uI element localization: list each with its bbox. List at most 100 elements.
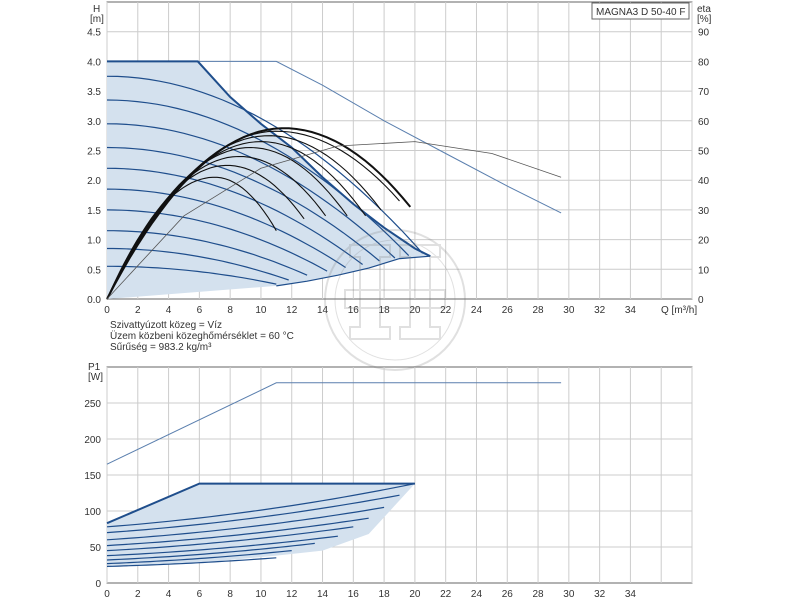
- x-tick-label: 4: [166, 305, 172, 316]
- x-tick-label: 20: [409, 589, 421, 600]
- x-tick-label: 26: [502, 305, 514, 316]
- head-axis-unit: [m]: [90, 14, 104, 25]
- eta-axis-label: eta: [697, 4, 711, 15]
- x-tick-label: 4: [166, 589, 172, 600]
- x-tick-label: 30: [563, 305, 575, 316]
- power-curve-8: [106, 550, 292, 565]
- efficiency-curve-4: [106, 141, 367, 300]
- efficiency-curves: [106, 127, 562, 300]
- y-tick-label: 4.0: [87, 57, 101, 68]
- x-tick-label: 0: [104, 589, 110, 600]
- power-curve-1: [106, 483, 416, 528]
- power-x-tick-labels: 0 2 4 6 8 10 12 14 16 18 20 22 24 26 28 30 32 34: [104, 589, 636, 600]
- power-chart: 0 2 4 6 8 10 12 14 16 18 20 22 24 26 28 30 32 34 05010015…: [84, 362, 693, 600]
- x-tick-label: 2: [135, 589, 141, 600]
- efficiency-curve-max-speed: [106, 141, 562, 300]
- x-tick-label: 24: [471, 589, 483, 600]
- x-tick-label: 22: [440, 589, 452, 600]
- x-tick-label: 6: [197, 589, 203, 600]
- x-tick-label: 34: [625, 305, 637, 316]
- x-tick-label: 2: [135, 305, 141, 316]
- max-head-curve: [107, 60, 431, 258]
- speed-curve-7: [106, 209, 328, 272]
- max-power-line: [106, 382, 562, 465]
- operating-area-fill: [107, 61, 431, 300]
- y-tick-label: 2.5: [87, 147, 101, 158]
- power-curve-7: [106, 542, 315, 561]
- x-tick-label: 28: [532, 589, 544, 600]
- eta-tick-label: 30: [698, 206, 710, 217]
- speed-curve-5: [106, 167, 363, 265]
- x-tick-label: 10: [255, 589, 267, 600]
- fluid-info-medium: Szivattyúzott közeg = Víz: [110, 320, 222, 331]
- efficiency-curve-8: [106, 176, 277, 300]
- x-tick-label: 18: [379, 589, 391, 600]
- power-curve-2: [106, 494, 400, 534]
- power-curve-6: [106, 535, 338, 557]
- y-tick-label: 4.5: [87, 28, 101, 39]
- eta-tick-labels: 0 10 20 30 40 50 60 70 80 90: [698, 28, 710, 306]
- fluid-info-density: Sűrűség = 983.2 kg/m³: [110, 342, 212, 353]
- eta-tick-label: 20: [698, 236, 710, 247]
- x-tick-label: 10: [255, 305, 267, 316]
- speed-curve-4: [106, 146, 380, 262]
- y-tick-label: 3.5: [87, 87, 101, 98]
- speed-curve-9: [107, 247, 289, 281]
- x-tick-label: 14: [317, 305, 329, 316]
- x-tick-label: 12: [286, 305, 298, 316]
- power-curve-3: [106, 506, 385, 541]
- eta-tick-label: 90: [698, 28, 710, 39]
- y-tick-label: 3.0: [87, 117, 101, 128]
- power-axis-label: P1: [88, 362, 101, 373]
- y-tick-label: 50: [90, 543, 102, 554]
- speed-curve-8: [107, 230, 308, 276]
- power-curve-4: [106, 517, 369, 547]
- fluid-info-temperature: Üzem közbeni közeghőmérséklet = 60 °C: [110, 330, 294, 342]
- eta-tick-label: 10: [698, 265, 710, 276]
- x-tick-label: 0: [104, 305, 110, 316]
- x-tick-label: 14: [317, 589, 329, 600]
- efficiency-curve-1: [106, 127, 412, 300]
- head-operating-area: [107, 61, 431, 300]
- head-axis-label: H: [93, 4, 100, 15]
- x-tick-label: 16: [348, 305, 360, 316]
- eta-tick-label: 70: [698, 87, 710, 98]
- x-tick-label: 32: [594, 305, 606, 316]
- model-label-box: MAGNA3 D 50-40 F: [591, 2, 690, 20]
- x-tick-label: 12: [286, 589, 298, 600]
- x-tick-label: 22: [440, 305, 452, 316]
- flow-axis-label: Q [m³/h]: [661, 305, 697, 316]
- eta-tick-label: 80: [698, 57, 710, 68]
- x-tick-label: 34: [625, 589, 637, 600]
- y-tick-label: 0: [95, 579, 101, 590]
- y-tick-label: 0.0: [87, 295, 101, 306]
- watermark-logo: [324, 229, 466, 371]
- head-x-tick-labels: 0 2 4 6 8 10 12 14 16 18 20 22 24 26 28 30 32 34: [104, 305, 636, 316]
- power-envelope-top: [106, 482, 415, 525]
- eta-tick-label: 50: [698, 147, 710, 158]
- x-tick-label: 6: [197, 305, 203, 316]
- eta-tick-label: 40: [698, 176, 710, 187]
- y-tick-label: 1.5: [87, 206, 101, 217]
- power-curves: [106, 382, 562, 567]
- min-limit-curve: [276, 255, 431, 287]
- y-tick-label: 0.5: [87, 265, 101, 276]
- speed-curve-10: [107, 265, 277, 285]
- x-tick-label: 24: [471, 305, 483, 316]
- y-tick-label: 250: [84, 399, 101, 410]
- x-tick-label: 32: [594, 589, 606, 600]
- y-tick-label: 200: [84, 435, 101, 446]
- speed-curve-1: [106, 75, 424, 254]
- y-tick-label: 100: [84, 507, 101, 518]
- x-tick-label: 8: [227, 305, 233, 316]
- y-tick-label: 1.0: [87, 236, 101, 247]
- x-tick-label: 26: [502, 589, 514, 600]
- x-tick-label: 16: [348, 589, 360, 600]
- eta-axis-unit: [%]: [697, 14, 712, 25]
- power-curve-5: [106, 526, 354, 552]
- x-tick-label: 30: [563, 589, 575, 600]
- power-curve-9: [106, 557, 277, 567]
- max-speed-extension-line: [107, 60, 562, 214]
- x-tick-label: 8: [227, 589, 233, 600]
